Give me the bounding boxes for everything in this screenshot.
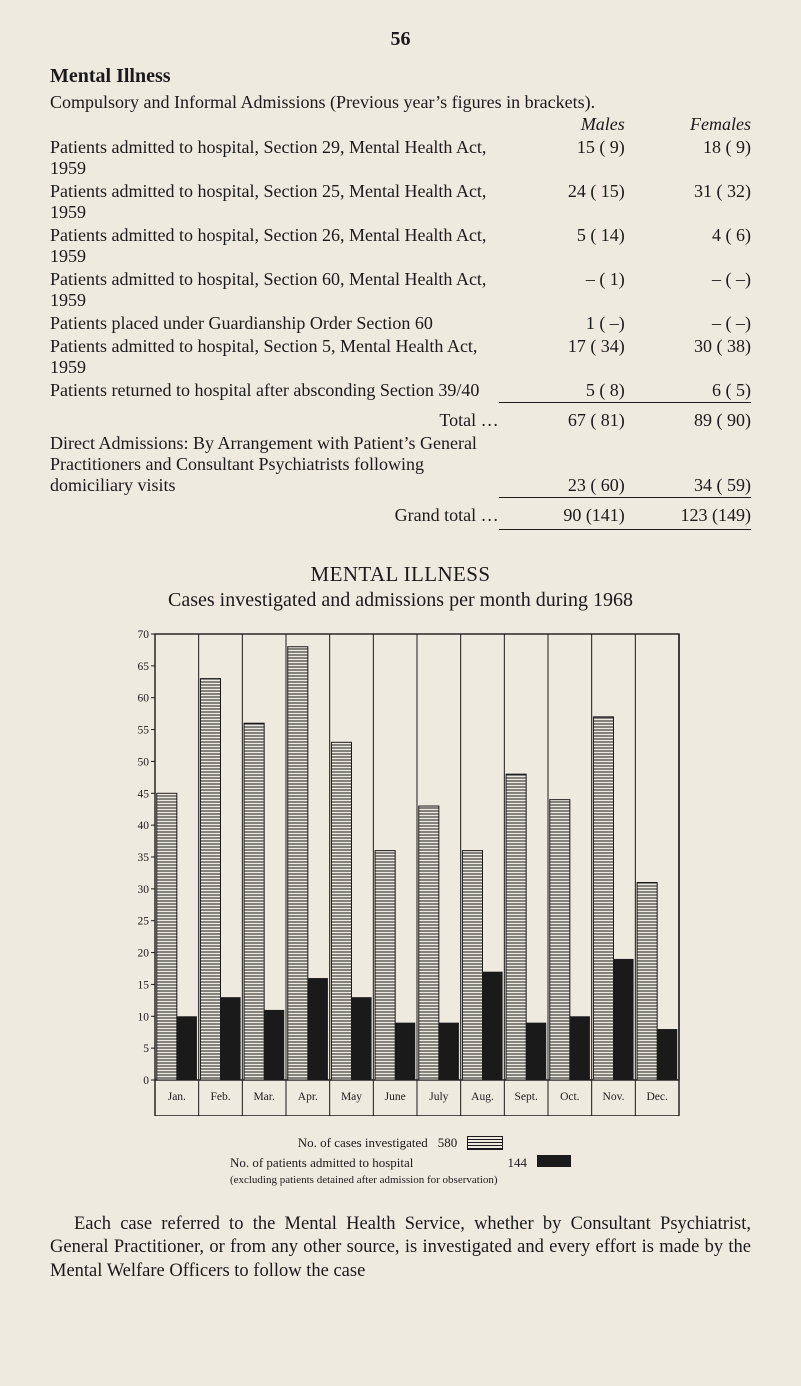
table-row: Patients admitted to hospital, Section 2… <box>50 136 751 180</box>
svg-text:May: May <box>340 1091 361 1103</box>
grand-total-females: 123 (149) <box>625 504 751 530</box>
svg-text:Aug.: Aug. <box>471 1091 494 1103</box>
svg-text:55: 55 <box>137 724 149 736</box>
svg-text:Sept.: Sept. <box>514 1091 537 1103</box>
row-females: 6 ( 5) <box>625 379 751 403</box>
svg-text:15: 15 <box>137 979 149 991</box>
legend-admitted-total: 144 <box>508 1155 528 1171</box>
section-heading: Mental Illness <box>50 65 751 88</box>
row-males: – ( 1) <box>499 268 625 312</box>
chart-title-1: MENTAL ILLNESS <box>50 562 751 587</box>
total-label: Total … <box>50 409 499 432</box>
total-females: 89 ( 90) <box>625 409 751 432</box>
svg-text:Dec.: Dec. <box>646 1091 668 1103</box>
svg-text:10: 10 <box>137 1011 149 1023</box>
svg-text:20: 20 <box>137 947 149 959</box>
row-females: – ( –) <box>625 268 751 312</box>
svg-text:30: 30 <box>137 883 149 895</box>
row-females: – ( –) <box>625 312 751 335</box>
svg-text:70: 70 <box>137 630 149 641</box>
svg-text:25: 25 <box>137 915 149 927</box>
direct-admissions-label: Direct Admissions: By Arrangement with P… <box>50 432 499 497</box>
row-label: Patients admitted to hospital, Section 5… <box>50 335 499 379</box>
row-males: 5 ( 8) <box>499 379 625 403</box>
svg-text:0: 0 <box>143 1075 149 1087</box>
svg-text:Apr.: Apr. <box>297 1091 317 1103</box>
row-females: 18 ( 9) <box>625 136 751 180</box>
row-label: Patients admitted to hospital, Section 2… <box>50 136 499 180</box>
chart-svg: 0 5 10 15 20 25 30 35 40 45 50 55 60 65 70 Jan. Feb. Mar.… <box>121 630 681 1116</box>
table-row: Patients admitted to hospital, Section 2… <box>50 180 751 224</box>
grand-total-label: Grand total … <box>50 504 499 530</box>
legend-investigated-label: No. of cases investigated <box>298 1135 428 1151</box>
intro-line: Compulsory and Informal Admissions (Prev… <box>50 92 751 113</box>
row-males: 1 ( –) <box>499 312 625 335</box>
row-label: Patients placed under Guardianship Order… <box>50 312 499 335</box>
row-females: 31 ( 32) <box>625 180 751 224</box>
table-row: Patients returned to hospital after absc… <box>50 379 751 403</box>
footer-paragraph: Each case referred to the Mental Health … <box>50 1213 751 1284</box>
svg-text:July: July <box>429 1091 448 1103</box>
svg-text:35: 35 <box>137 852 149 864</box>
table-row: Patients admitted to hospital, Section 6… <box>50 268 751 312</box>
legend-investigated-total: 580 <box>438 1135 458 1151</box>
legend-investigated-swatch <box>467 1136 503 1150</box>
svg-text:65: 65 <box>137 660 149 672</box>
row-females: 4 ( 6) <box>625 224 751 268</box>
legend-admitted-label-1: No. of patients admitted to hospital <box>230 1155 413 1170</box>
row-males: 24 ( 15) <box>499 180 625 224</box>
svg-text:50: 50 <box>137 756 149 768</box>
stats-table: Males Females Patients admitted to hospi… <box>50 113 751 536</box>
legend-admitted-label-2: (excluding patients detained after admis… <box>230 1174 498 1186</box>
grand-total-males: 90 (141) <box>499 504 625 530</box>
row-males: 17 ( 34) <box>499 335 625 379</box>
row-label: Patients admitted to hospital, Section 2… <box>50 224 499 268</box>
row-label: Patients admitted to hospital, Section 6… <box>50 268 499 312</box>
row-males: 5 ( 14) <box>499 224 625 268</box>
svg-text:June: June <box>384 1091 405 1103</box>
chart-legend: No. of cases investigated 580 No. of pat… <box>121 1135 681 1187</box>
svg-text:60: 60 <box>137 692 149 704</box>
svg-text:Mar.: Mar. <box>253 1091 275 1103</box>
svg-text:Oct.: Oct. <box>560 1091 580 1103</box>
page-number: 56 <box>50 28 751 51</box>
table-row: Patients admitted to hospital, Section 5… <box>50 335 751 379</box>
svg-text:45: 45 <box>137 788 149 800</box>
col-header-males: Males <box>499 113 625 136</box>
legend-admitted-swatch <box>537 1155 571 1167</box>
row-females: 30 ( 38) <box>625 335 751 379</box>
table-row: Patients admitted to hospital, Section 2… <box>50 224 751 268</box>
svg-text:Feb.: Feb. <box>210 1091 230 1103</box>
svg-text:Nov.: Nov. <box>602 1091 624 1103</box>
row-males: 15 ( 9) <box>499 136 625 180</box>
chart-title-2: Cases investigated and admissions per mo… <box>50 589 751 612</box>
total-males: 67 ( 81) <box>499 409 625 432</box>
direct-males: 23 ( 60) <box>499 432 625 497</box>
col-header-females: Females <box>625 113 751 136</box>
svg-text:5: 5 <box>143 1043 149 1055</box>
table-row: Patients placed under Guardianship Order… <box>50 312 751 335</box>
row-label: Patients admitted to hospital, Section 2… <box>50 180 499 224</box>
row-label: Patients returned to hospital after absc… <box>50 379 499 403</box>
direct-females: 34 ( 59) <box>625 432 751 497</box>
svg-text:Jan.: Jan. <box>167 1091 185 1103</box>
svg-text:40: 40 <box>137 820 149 832</box>
monthly-chart: 0 5 10 15 20 25 30 35 40 45 50 55 60 65 70 Jan. Feb. Mar.… <box>121 630 681 1121</box>
